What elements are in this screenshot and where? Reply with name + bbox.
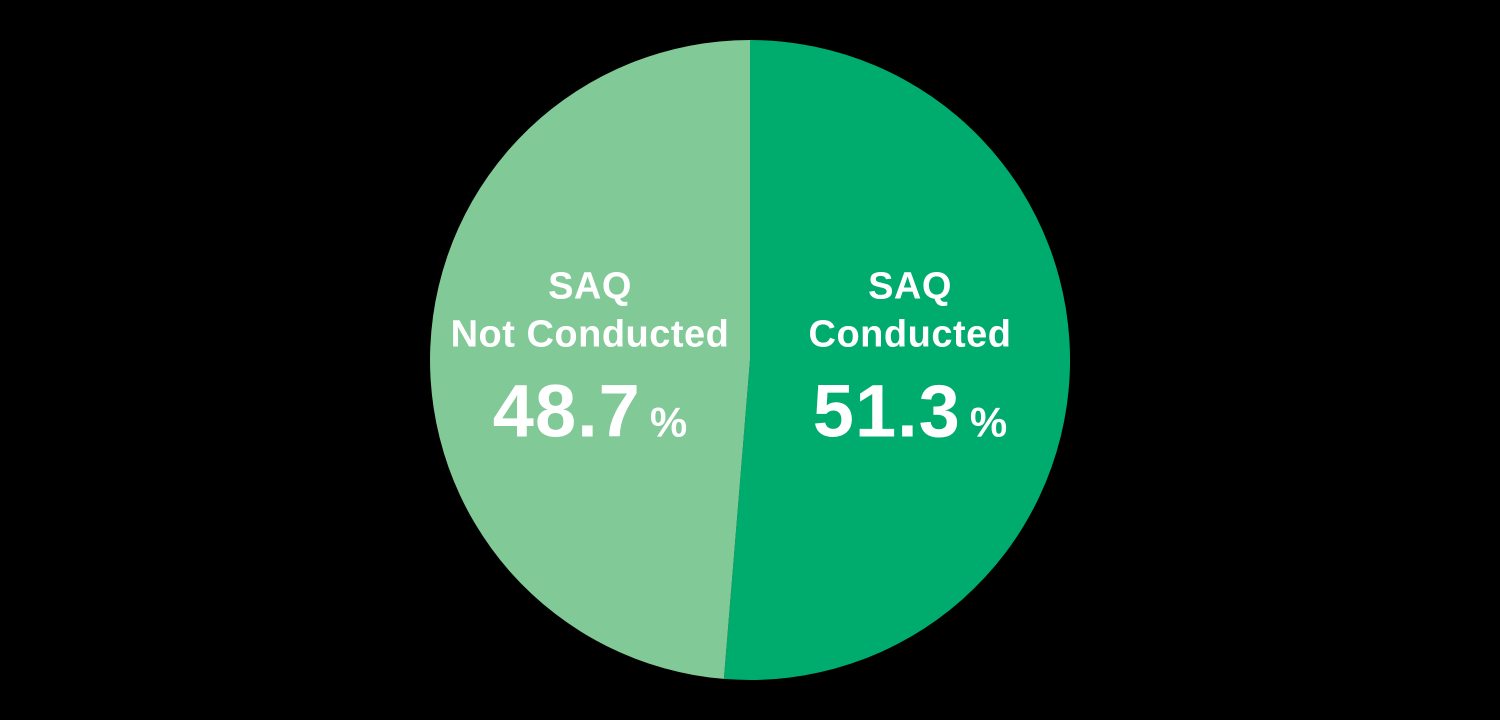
pie-slice-not-conducted: [430, 40, 750, 679]
pie-slice-conducted: [723, 40, 1071, 680]
